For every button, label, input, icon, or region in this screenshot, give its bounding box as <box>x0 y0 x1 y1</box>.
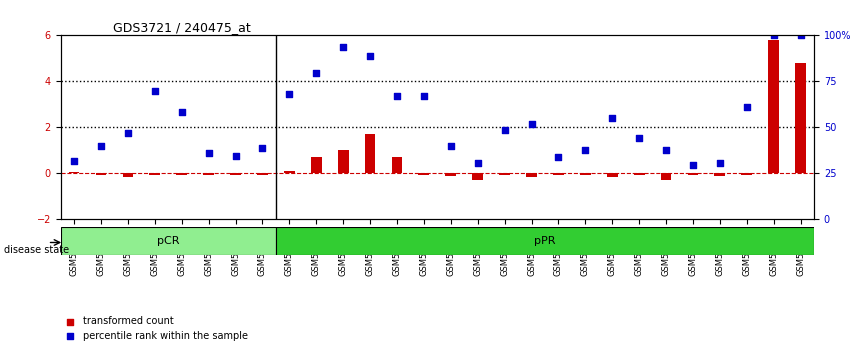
Point <box>659 148 673 153</box>
Legend: transformed count, percentile rank within the sample: transformed count, percentile rank withi… <box>66 316 248 341</box>
Point <box>525 121 539 127</box>
Point <box>686 162 700 168</box>
Point <box>578 148 592 153</box>
Bar <box>68 172 80 173</box>
Point <box>336 44 350 50</box>
Bar <box>95 173 107 175</box>
Point <box>605 115 619 121</box>
FancyBboxPatch shape <box>276 227 814 255</box>
Bar <box>527 173 537 177</box>
Point <box>417 93 430 99</box>
Bar <box>445 173 456 176</box>
Bar <box>311 157 321 173</box>
Bar <box>688 173 698 175</box>
Bar <box>634 173 644 175</box>
Point <box>309 70 323 76</box>
Bar <box>607 173 617 177</box>
FancyBboxPatch shape <box>61 227 276 255</box>
Text: pCR: pCR <box>157 236 179 246</box>
Point <box>255 145 269 151</box>
Point <box>202 150 216 155</box>
Bar <box>338 150 348 173</box>
Bar <box>714 173 725 176</box>
Bar <box>177 173 187 175</box>
Bar <box>122 173 133 177</box>
Point <box>175 110 189 115</box>
Text: disease state: disease state <box>4 245 69 255</box>
Point <box>121 130 135 136</box>
Point <box>471 160 485 166</box>
Bar <box>391 157 403 173</box>
Bar <box>230 173 241 175</box>
Bar <box>741 173 753 175</box>
Bar <box>204 173 214 175</box>
Point <box>68 158 81 164</box>
Text: GDS3721 / 240475_at: GDS3721 / 240475_at <box>113 21 251 34</box>
Bar <box>472 173 483 180</box>
Point <box>390 93 404 99</box>
Bar <box>768 40 779 173</box>
Bar <box>553 173 564 175</box>
Point <box>229 153 242 159</box>
Bar <box>795 63 806 173</box>
Bar <box>499 173 510 175</box>
Point <box>766 33 780 38</box>
Bar <box>284 171 294 173</box>
Point <box>444 143 458 149</box>
Bar <box>418 173 430 175</box>
Point <box>148 88 162 93</box>
Bar <box>365 134 376 173</box>
Bar <box>257 173 268 175</box>
Text: pPR: pPR <box>534 236 556 246</box>
Bar <box>661 173 671 180</box>
Point <box>740 104 753 110</box>
Point <box>363 53 377 59</box>
Point <box>94 143 108 149</box>
Point <box>793 33 807 38</box>
Point <box>713 160 727 166</box>
Bar <box>580 173 591 175</box>
Point <box>552 154 565 160</box>
Bar <box>150 173 160 175</box>
Point <box>498 127 512 132</box>
Point <box>632 135 646 141</box>
Point <box>282 91 296 97</box>
